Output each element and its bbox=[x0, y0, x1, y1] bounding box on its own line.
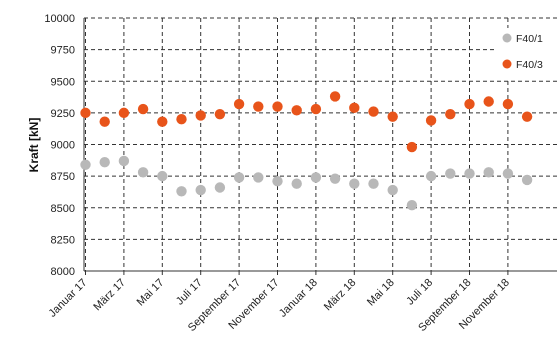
legend: F40/1 F40/3 bbox=[495, 28, 557, 78]
data-point-f40-3 bbox=[503, 99, 513, 109]
data-point-f40-1 bbox=[272, 176, 282, 186]
x-tick-label: Januar 18 bbox=[277, 277, 320, 320]
y-tick-label: 9500 bbox=[51, 76, 75, 88]
data-point-f40-3 bbox=[292, 105, 302, 115]
y-tick-label: 9750 bbox=[51, 45, 75, 57]
data-point-f40-1 bbox=[311, 172, 321, 182]
data-point-f40-3 bbox=[349, 103, 359, 113]
data-point-f40-1 bbox=[445, 168, 455, 178]
data-point-f40-1 bbox=[368, 179, 378, 189]
data-point-f40-1 bbox=[330, 173, 340, 183]
data-point-f40-3 bbox=[119, 108, 129, 118]
data-point-f40-1 bbox=[196, 185, 206, 195]
x-tick-label: Juli 17 bbox=[174, 277, 205, 308]
data-point-f40-3 bbox=[330, 91, 340, 101]
x-tick-label: Januar 17 bbox=[47, 277, 90, 320]
x-tick-label: März 17 bbox=[91, 277, 128, 314]
data-point-f40-1 bbox=[349, 179, 359, 189]
data-point-f40-3 bbox=[368, 106, 378, 116]
data-point-f40-3 bbox=[196, 110, 206, 120]
y-tick-label: 9250 bbox=[51, 108, 75, 120]
data-point-f40-3 bbox=[100, 117, 110, 127]
data-point-f40-1 bbox=[157, 171, 167, 181]
data-point-f40-3 bbox=[426, 115, 436, 125]
y-tick-label: 8250 bbox=[51, 234, 75, 246]
data-point-f40-3 bbox=[157, 117, 167, 127]
y-tick-labels: 8000 8250 8500 8750 9000 9250 9500 9750 10000 bbox=[44, 13, 75, 278]
data-point-f40-1 bbox=[407, 200, 417, 210]
x-tick-label: März 18 bbox=[322, 277, 359, 314]
legend-marker-f40-1 bbox=[503, 34, 512, 43]
data-point-f40-1 bbox=[426, 171, 436, 181]
y-tick-label: 8500 bbox=[51, 203, 75, 215]
data-point-f40-1 bbox=[253, 172, 263, 182]
data-point-f40-3 bbox=[215, 109, 225, 119]
data-point-f40-3 bbox=[253, 101, 263, 111]
data-point-f40-1 bbox=[522, 175, 532, 185]
data-point-f40-3 bbox=[234, 99, 244, 109]
data-point-f40-1 bbox=[80, 160, 90, 170]
data-point-f40-1 bbox=[215, 182, 225, 192]
x-tick-label: Mai 18 bbox=[365, 277, 397, 309]
data-point-f40-3 bbox=[272, 101, 282, 111]
data-point-f40-1 bbox=[138, 167, 148, 177]
legend-label-f40-1: F40/1 bbox=[516, 33, 543, 45]
data-point-f40-3 bbox=[407, 142, 417, 152]
legend-marker-f40-3 bbox=[503, 60, 512, 69]
data-point-f40-3 bbox=[80, 108, 90, 118]
data-point-f40-3 bbox=[311, 104, 321, 114]
data-point-f40-1 bbox=[234, 172, 244, 182]
y-tick-label: 8750 bbox=[51, 171, 75, 183]
data-point-f40-1 bbox=[503, 168, 513, 178]
data-point-f40-3 bbox=[445, 109, 455, 119]
data-point-f40-3 bbox=[464, 99, 474, 109]
data-point-f40-1 bbox=[119, 156, 129, 166]
data-point-f40-1 bbox=[100, 157, 110, 167]
y-axis-label: Kraft [kN] bbox=[27, 118, 41, 173]
legend-label-f40-3: F40/3 bbox=[516, 59, 543, 71]
y-tick-label: 8000 bbox=[51, 266, 75, 278]
data-point-f40-3 bbox=[388, 111, 398, 121]
y-tick-label: 10000 bbox=[44, 13, 75, 25]
data-point-f40-3 bbox=[484, 96, 494, 106]
data-point-f40-3 bbox=[138, 104, 148, 114]
data-point-f40-1 bbox=[388, 185, 398, 195]
data-point-f40-1 bbox=[464, 168, 474, 178]
x-tick-label: Juli 18 bbox=[404, 277, 435, 308]
data-point-f40-1 bbox=[484, 167, 494, 177]
x-tick-label: Mai 17 bbox=[135, 277, 167, 309]
data-point-f40-1 bbox=[292, 179, 302, 189]
data-point-f40-3 bbox=[176, 114, 186, 124]
data-point-f40-3 bbox=[522, 111, 532, 121]
y-tick-label: 9000 bbox=[51, 140, 75, 152]
data-point-f40-1 bbox=[176, 186, 186, 196]
